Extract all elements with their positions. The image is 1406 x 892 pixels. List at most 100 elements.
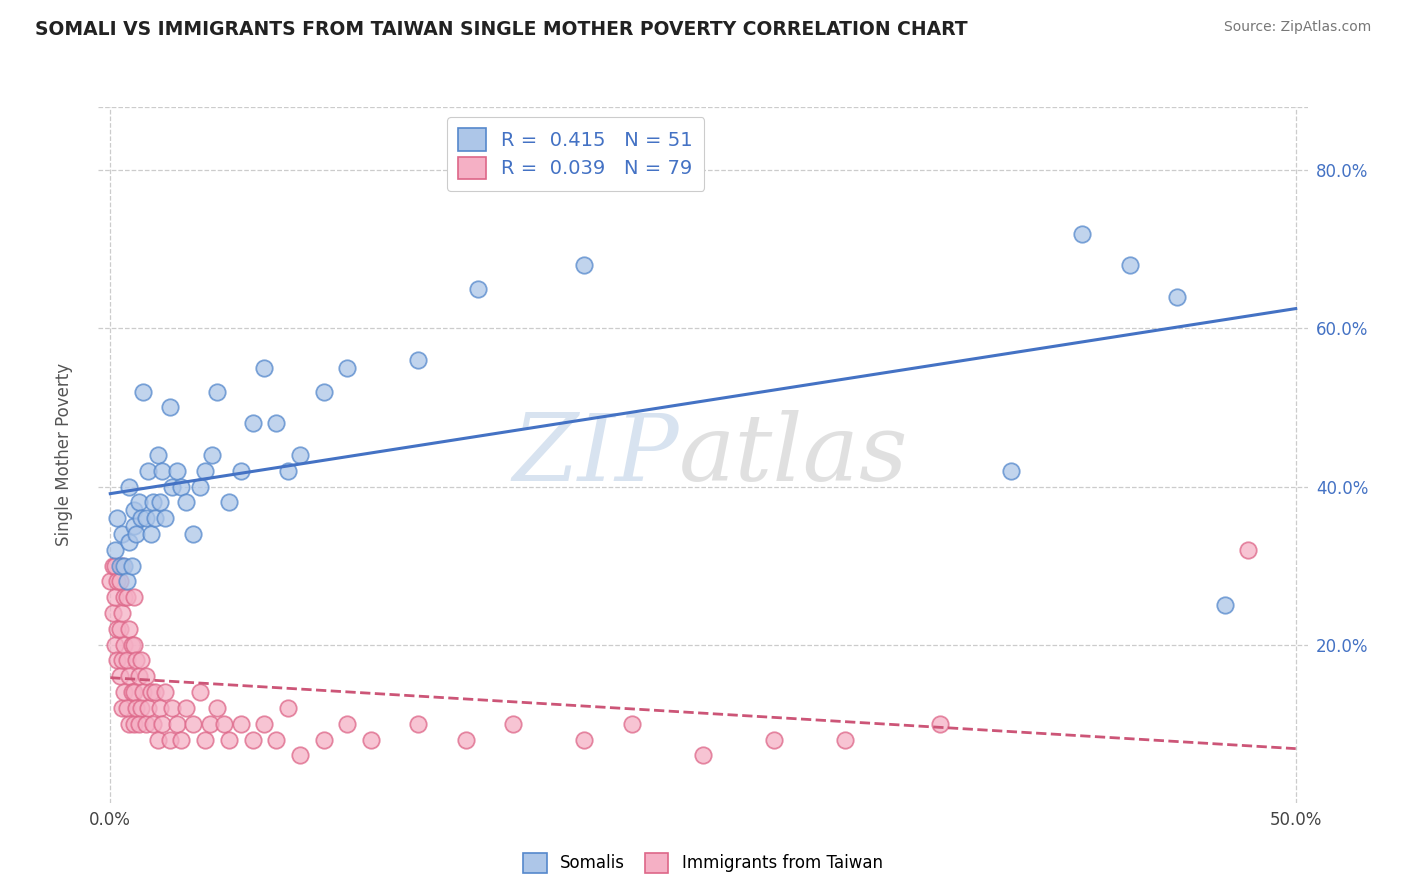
Point bbox=[574, 732, 596, 747]
Point bbox=[104, 591, 127, 605]
Point bbox=[111, 653, 134, 667]
Point bbox=[205, 701, 228, 715]
Point bbox=[108, 558, 131, 573]
Point bbox=[135, 669, 157, 683]
Point bbox=[201, 448, 224, 462]
Point bbox=[834, 732, 856, 747]
Point bbox=[253, 360, 276, 375]
Point bbox=[198, 716, 221, 731]
Point bbox=[160, 701, 183, 715]
Point bbox=[336, 716, 359, 731]
Point bbox=[111, 527, 134, 541]
Point bbox=[139, 685, 162, 699]
Point bbox=[253, 716, 276, 731]
Point bbox=[149, 495, 172, 509]
Point bbox=[111, 606, 134, 620]
Point bbox=[312, 732, 335, 747]
Point bbox=[129, 653, 152, 667]
Legend: R =  0.415   N = 51, R =  0.039   N = 79: R = 0.415 N = 51, R = 0.039 N = 79 bbox=[447, 117, 704, 191]
Text: atlas: atlas bbox=[679, 410, 908, 500]
Point bbox=[763, 732, 786, 747]
Point bbox=[159, 401, 181, 415]
Point bbox=[181, 527, 204, 541]
Point bbox=[115, 653, 138, 667]
Point bbox=[105, 574, 128, 589]
Point bbox=[121, 558, 143, 573]
Point bbox=[277, 464, 299, 478]
Point bbox=[620, 716, 643, 731]
Point bbox=[149, 701, 172, 715]
Point bbox=[166, 716, 188, 731]
Point bbox=[1166, 290, 1188, 304]
Point bbox=[122, 685, 145, 699]
Point bbox=[190, 685, 212, 699]
Point bbox=[229, 464, 252, 478]
Point bbox=[114, 558, 136, 573]
Point bbox=[229, 716, 252, 731]
Point bbox=[288, 748, 311, 763]
Point bbox=[111, 558, 134, 573]
Point bbox=[1237, 542, 1260, 557]
Point bbox=[218, 495, 240, 509]
Point bbox=[125, 701, 148, 715]
Point bbox=[122, 503, 145, 517]
Point bbox=[159, 732, 181, 747]
Point bbox=[146, 448, 169, 462]
Point bbox=[264, 732, 287, 747]
Point bbox=[142, 495, 165, 509]
Point bbox=[135, 511, 157, 525]
Point bbox=[111, 701, 134, 715]
Point bbox=[153, 511, 176, 525]
Point bbox=[143, 685, 166, 699]
Point bbox=[114, 638, 136, 652]
Point bbox=[98, 574, 121, 589]
Text: ZIP: ZIP bbox=[512, 410, 679, 500]
Point bbox=[160, 479, 183, 493]
Point bbox=[242, 732, 264, 747]
Point bbox=[104, 558, 127, 573]
Point bbox=[118, 479, 141, 493]
Point bbox=[174, 701, 197, 715]
Point bbox=[104, 542, 127, 557]
Point bbox=[132, 685, 155, 699]
Point bbox=[574, 258, 596, 272]
Point bbox=[115, 701, 138, 715]
Point bbox=[242, 417, 264, 431]
Point bbox=[128, 669, 150, 683]
Point bbox=[360, 732, 382, 747]
Point bbox=[312, 384, 335, 399]
Point bbox=[101, 606, 124, 620]
Point bbox=[118, 716, 141, 731]
Point bbox=[408, 353, 430, 368]
Point bbox=[194, 732, 217, 747]
Point bbox=[105, 511, 128, 525]
Point bbox=[190, 479, 212, 493]
Point bbox=[205, 384, 228, 399]
Point bbox=[136, 701, 159, 715]
Point bbox=[152, 716, 174, 731]
Point bbox=[502, 716, 524, 731]
Point bbox=[118, 622, 141, 636]
Point bbox=[166, 464, 188, 478]
Point bbox=[122, 638, 145, 652]
Point bbox=[336, 360, 359, 375]
Point bbox=[128, 716, 150, 731]
Point bbox=[1119, 258, 1142, 272]
Point bbox=[1000, 464, 1022, 478]
Point bbox=[170, 732, 193, 747]
Point bbox=[125, 527, 148, 541]
Point bbox=[174, 495, 197, 509]
Point bbox=[108, 574, 131, 589]
Point bbox=[136, 464, 159, 478]
Point bbox=[142, 716, 165, 731]
Point bbox=[152, 464, 174, 478]
Point bbox=[122, 591, 145, 605]
Text: SOMALI VS IMMIGRANTS FROM TAIWAN SINGLE MOTHER POVERTY CORRELATION CHART: SOMALI VS IMMIGRANTS FROM TAIWAN SINGLE … bbox=[35, 20, 967, 38]
Point bbox=[115, 591, 138, 605]
Point bbox=[104, 638, 127, 652]
Point bbox=[108, 669, 131, 683]
Point bbox=[153, 685, 176, 699]
Point bbox=[122, 716, 145, 731]
Point bbox=[170, 479, 193, 493]
Point bbox=[129, 511, 152, 525]
